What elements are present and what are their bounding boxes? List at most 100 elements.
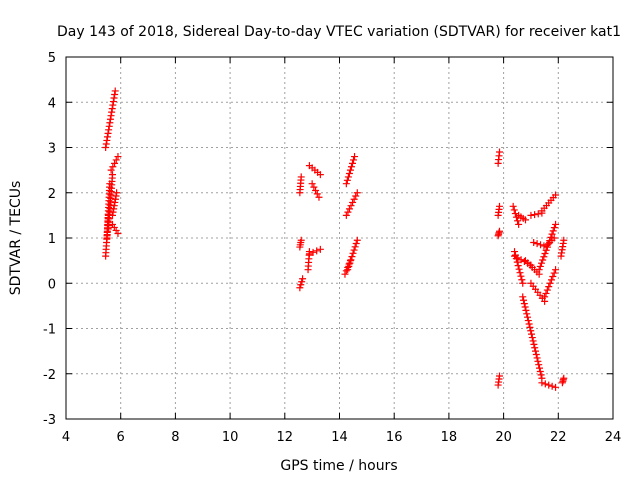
data-point: [353, 236, 361, 244]
data-point: [537, 371, 545, 379]
data-point: [297, 173, 305, 181]
data-point: [549, 227, 557, 235]
data-point: [540, 253, 548, 261]
y-tick-label: 0: [48, 277, 56, 292]
data-point: [522, 306, 530, 314]
data-point: [548, 382, 556, 390]
data-point: [344, 208, 352, 216]
data-point: [308, 180, 316, 188]
data-point: [315, 193, 323, 201]
data-point: [527, 327, 535, 335]
data-point: [550, 269, 558, 277]
data-point: [344, 263, 352, 271]
data-point: [541, 250, 549, 258]
y-tick-label: 4: [48, 96, 56, 111]
y-tick-label: -2: [43, 368, 56, 383]
x-tick-label: 14: [331, 430, 348, 445]
data-point: [541, 380, 549, 388]
data-point: [521, 216, 529, 224]
data-point: [316, 245, 324, 253]
data-point: [309, 248, 317, 256]
data-point: [540, 242, 548, 250]
x-tick-label: 22: [550, 430, 567, 445]
x-tick-label: 8: [171, 430, 179, 445]
x-axis-ticks: 4 6 8 10 12 14 16 18 20 22 24: [62, 57, 621, 445]
data-point: [520, 258, 528, 266]
data-point: [531, 211, 539, 219]
data-point: [519, 293, 527, 301]
data-point: [342, 267, 350, 275]
y-axis-label: SDTVAR / TECUs: [8, 181, 24, 296]
data-point: [536, 367, 544, 375]
y-tick-label: 3: [48, 142, 56, 157]
data-point: [525, 320, 533, 328]
data-point: [341, 270, 349, 278]
data-point: [542, 246, 550, 254]
data-point: [113, 189, 121, 197]
data-point: [111, 87, 119, 95]
x-tick-label: 24: [605, 430, 622, 445]
data-point: [495, 202, 503, 210]
data-point: [347, 163, 355, 171]
data-point: [351, 153, 359, 161]
data-point: [316, 171, 324, 179]
data-point: [310, 183, 318, 191]
data-point: [514, 217, 522, 225]
data-point: [560, 374, 568, 382]
data-point: [108, 171, 116, 179]
data-point: [534, 210, 542, 218]
data-point: [111, 159, 119, 167]
data-point: [523, 310, 531, 318]
data-point: [541, 293, 549, 301]
data-point: [348, 253, 356, 261]
data-point: [495, 372, 503, 380]
data-point: [346, 257, 354, 265]
data-point: [352, 192, 360, 200]
data-point: [348, 159, 356, 167]
data-point: [347, 202, 355, 210]
data-point: [305, 250, 313, 258]
x-tick-label: 16: [386, 430, 403, 445]
data-point: [527, 211, 535, 219]
x-tick-label: 12: [277, 430, 294, 445]
data-point: [552, 191, 560, 199]
data-point: [511, 210, 519, 218]
data-point: [342, 211, 350, 219]
data-point: [345, 170, 353, 178]
x-axis-label: GPS time / hours: [280, 458, 397, 474]
data-point: [297, 281, 305, 289]
data-point: [542, 289, 550, 297]
data-point: [298, 278, 306, 286]
y-tick-label: -3: [43, 413, 56, 428]
data-point: [515, 265, 523, 273]
data-point: [114, 153, 122, 161]
grid-lines: [66, 57, 613, 419]
data-point: [112, 156, 120, 164]
data-point: [524, 313, 532, 321]
data-point: [528, 330, 536, 338]
data-point: [531, 344, 539, 352]
data-point: [521, 303, 529, 311]
data-point: [545, 283, 553, 291]
data-point: [533, 240, 541, 248]
y-axis-ticks: -3 -2 -1 0 1 2 3 4 5: [43, 51, 613, 428]
data-point: [344, 173, 352, 181]
data-point: [495, 227, 503, 235]
data-point: [351, 243, 359, 251]
data-point: [545, 240, 553, 248]
data-point: [529, 337, 537, 345]
data-point: [349, 198, 357, 206]
data-point: [552, 220, 560, 228]
data-point: [114, 229, 122, 237]
data-point: [312, 186, 320, 194]
data-point: [346, 166, 354, 174]
chart-title: Day 143 of 2018, Sidereal Day-to-day VTE…: [57, 24, 621, 40]
data-point: [532, 347, 540, 355]
data-point: [547, 276, 555, 284]
x-tick-label: 20: [495, 430, 512, 445]
data-point: [345, 205, 353, 213]
data-point: [535, 266, 543, 274]
data-point: [514, 262, 522, 270]
data-point: [517, 272, 525, 280]
